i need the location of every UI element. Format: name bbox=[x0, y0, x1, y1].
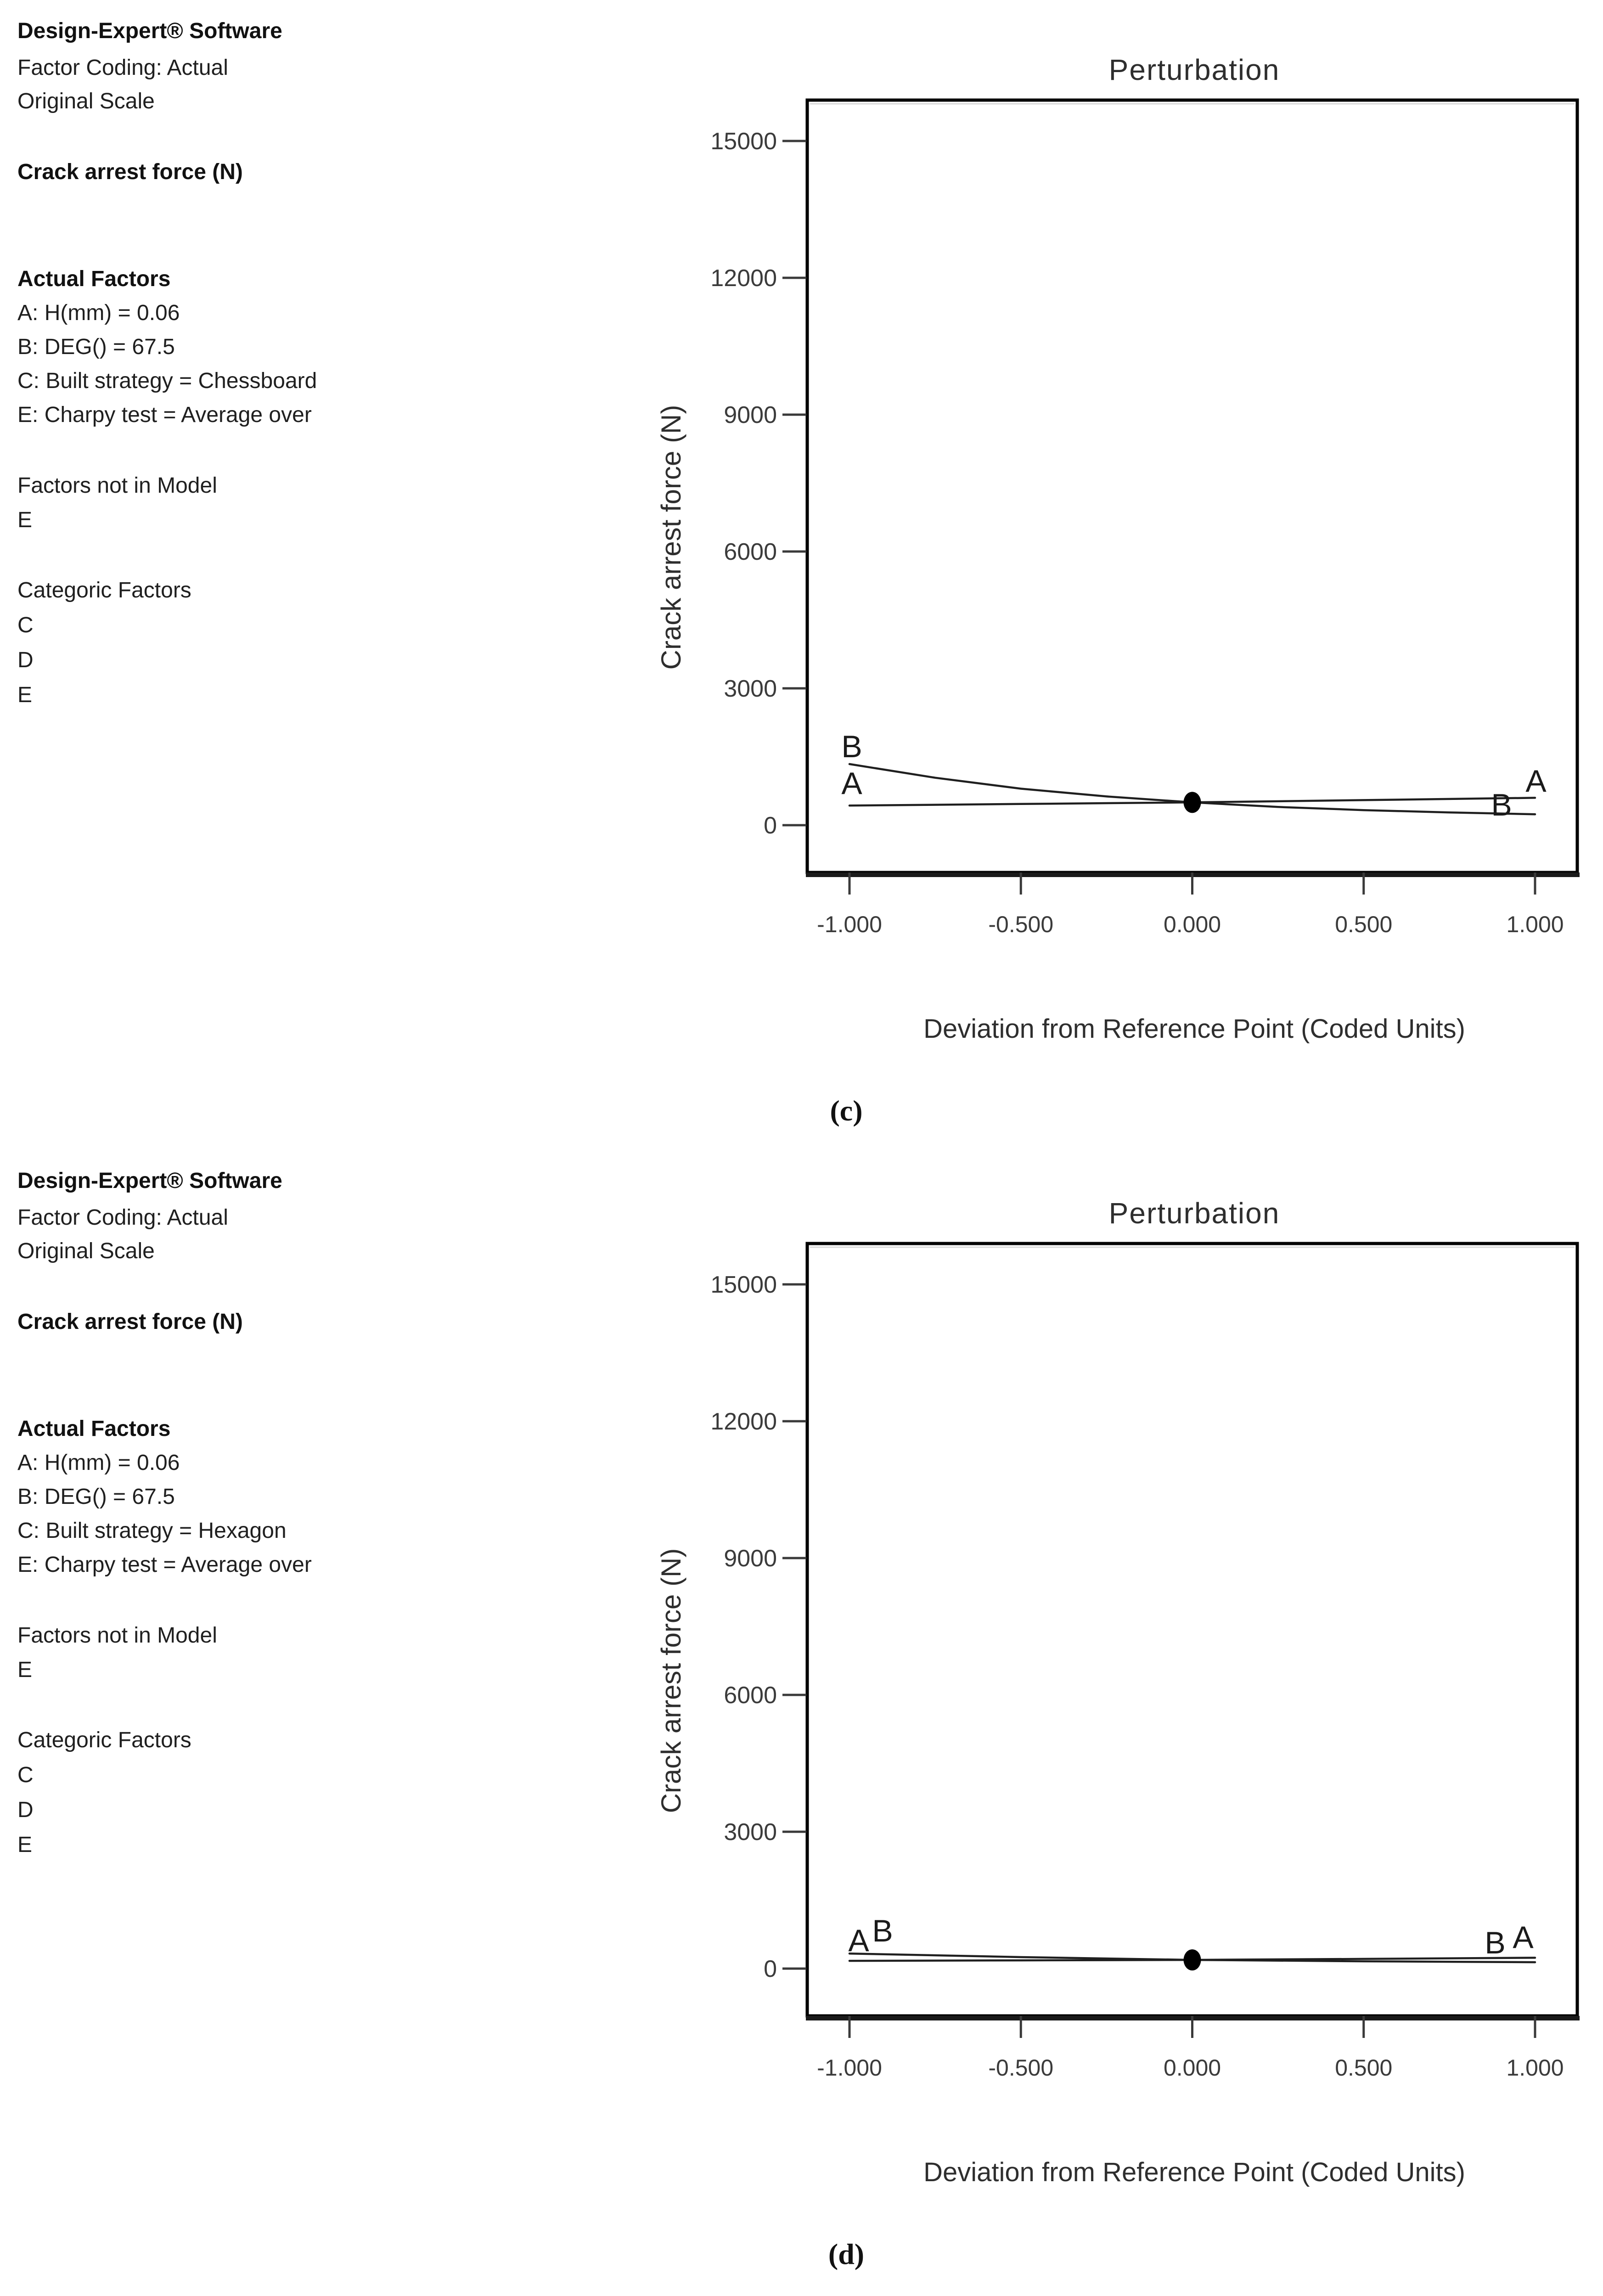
not-in-model-item: E bbox=[17, 1658, 33, 1682]
y-tick-label: 0 bbox=[764, 1956, 777, 1982]
curve-label-B: B bbox=[841, 729, 862, 764]
y-tick-label: 15000 bbox=[710, 128, 777, 155]
y-tick-label: 3000 bbox=[724, 675, 777, 702]
x-axis-title: Deviation from Reference Point (Coded Un… bbox=[923, 1014, 1465, 1044]
y-tick-label: 9000 bbox=[724, 402, 777, 428]
not-in-model-heading: Factors not in Model bbox=[17, 1623, 217, 1648]
x-tick-label: -0.500 bbox=[988, 912, 1053, 937]
factor-a: A: H(mm) = 0.06 bbox=[17, 1451, 180, 1475]
categoric-item-e: E bbox=[17, 1833, 33, 1857]
panel-caption-d: (d) bbox=[828, 2238, 865, 2270]
y-tick-label: 15000 bbox=[710, 1272, 777, 1298]
curve-label-A: A bbox=[1525, 764, 1547, 799]
y-tick-label: 6000 bbox=[724, 1682, 777, 1709]
not-in-model-item: E bbox=[17, 508, 33, 532]
curve-label-B: B bbox=[872, 1913, 893, 1948]
panel-caption-c: (c) bbox=[830, 1094, 863, 1127]
x-tick-label: -1.000 bbox=[817, 912, 882, 937]
y-tick-label: 12000 bbox=[710, 1408, 777, 1435]
x-tick-label: -1.000 bbox=[817, 2055, 882, 2081]
factor-coding-line: Factor Coding: Actual bbox=[17, 1205, 228, 1230]
categoric-item-c: C bbox=[17, 613, 34, 637]
factor-b: B: DEG() = 67.5 bbox=[17, 335, 175, 359]
curve-label-A: A bbox=[841, 766, 862, 801]
y-axis-title: Crack arrest force (N) bbox=[656, 405, 686, 670]
app-title: Design-Expert® Software bbox=[17, 19, 282, 43]
not-in-model-heading: Factors not in Model bbox=[17, 473, 217, 498]
categoric-item-c: C bbox=[17, 1763, 34, 1787]
y-tick-label: 9000 bbox=[724, 1545, 777, 1572]
x-tick-label: -0.500 bbox=[988, 2055, 1053, 2081]
x-axis-title: Deviation from Reference Point (Coded Un… bbox=[923, 2157, 1465, 2187]
curve-label-A: A bbox=[848, 1923, 869, 1958]
categoric-item-d: D bbox=[17, 1798, 34, 1822]
curve-label-B: B bbox=[1491, 788, 1512, 822]
scale-line: Original Scale bbox=[17, 89, 155, 113]
y-tick-label: 12000 bbox=[710, 265, 777, 292]
y-tick-label: 0 bbox=[764, 812, 777, 839]
chart-title: Perturbation bbox=[1109, 1197, 1280, 1230]
x-tick-label: 0.000 bbox=[1164, 2055, 1221, 2081]
response-name: Crack arrest force (N) bbox=[17, 1310, 243, 1334]
x-tick-label: 0.500 bbox=[1335, 912, 1392, 937]
categoric-item-d: D bbox=[17, 648, 34, 672]
factor-c: C: Built strategy = Hexagon bbox=[17, 1519, 287, 1543]
factor-a: A: H(mm) = 0.06 bbox=[17, 301, 180, 325]
x-tick-label: 0.000 bbox=[1164, 912, 1221, 937]
plot-border bbox=[805, 98, 1579, 874]
factor-coding-line: Factor Coding: Actual bbox=[17, 56, 228, 80]
factor-b: B: DEG() = 67.5 bbox=[17, 1485, 175, 1509]
app-title: Design-Expert® Software bbox=[17, 1169, 282, 1193]
x-tick-label: 0.500 bbox=[1335, 2055, 1392, 2081]
curve-label-B: B bbox=[1485, 1925, 1505, 1960]
categoric-heading: Categoric Factors bbox=[17, 1728, 191, 1752]
reference-point bbox=[1183, 1949, 1201, 1971]
actual-factors-heading: Actual Factors bbox=[17, 1417, 171, 1441]
curve-label-A: A bbox=[1513, 1920, 1534, 1955]
actual-factors-heading: Actual Factors bbox=[17, 267, 171, 291]
panel-c: Design-Expert® Software Factor Coding: A… bbox=[17, 19, 1580, 1127]
panel-d: Design-Expert® Software Factor Coding: A… bbox=[0, 1143, 1603, 2292]
factor-e: E: Charpy test = Average over bbox=[17, 1553, 312, 1577]
x-tick-label: 1.000 bbox=[1506, 2055, 1564, 2081]
perturbation-chart-d: Perturbation 0 3000 6000 9000 12000 15000 -1.00… bbox=[656, 1197, 1580, 2187]
categoric-item-e: E bbox=[17, 683, 33, 707]
plot-border bbox=[805, 1242, 1579, 2018]
y-axis-title: Crack arrest force (N) bbox=[656, 1548, 686, 1813]
x-tick-label: 1.000 bbox=[1506, 912, 1564, 937]
factor-e: E: Charpy test = Average over bbox=[17, 403, 312, 427]
chart-title: Perturbation bbox=[1109, 53, 1280, 86]
scale-line: Original Scale bbox=[17, 1239, 155, 1263]
factor-c: C: Built strategy = Chessboard bbox=[17, 369, 317, 393]
categoric-heading: Categoric Factors bbox=[17, 578, 191, 602]
y-tick-label: 3000 bbox=[724, 1819, 777, 1846]
response-name: Crack arrest force (N) bbox=[17, 160, 243, 184]
reference-point bbox=[1183, 792, 1201, 813]
perturbation-chart-c: Perturbation 0 3000 6000 9000 12000 15000 -1.00… bbox=[656, 53, 1580, 1044]
y-tick-label: 6000 bbox=[724, 539, 777, 565]
